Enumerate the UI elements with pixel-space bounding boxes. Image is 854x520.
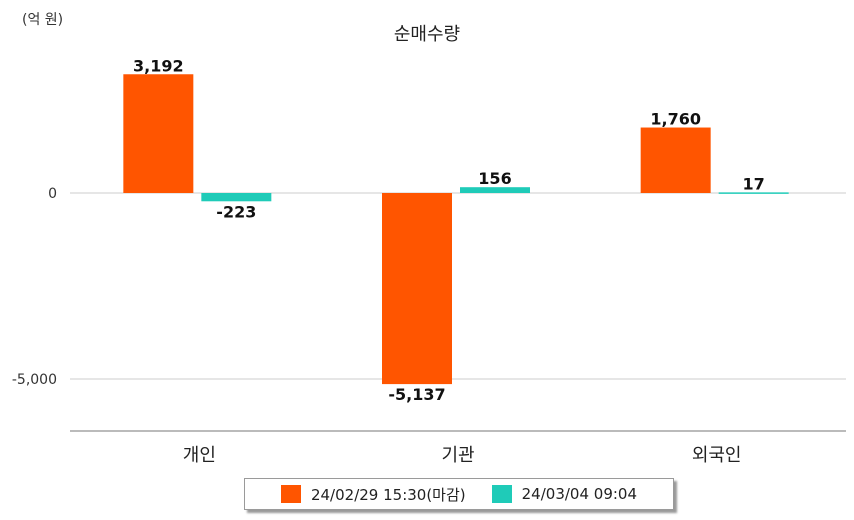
unit-label: (억 원) (22, 12, 64, 28)
x-tick-label: 개인 (183, 445, 216, 466)
x-tick-label: 기관 (441, 445, 474, 466)
y-tick-label: -5,000 (12, 372, 57, 388)
data-label: -5,137 (388, 385, 445, 404)
bar (718, 192, 789, 194)
bar (640, 127, 711, 193)
bar (460, 187, 530, 193)
legend-label-series-1: 24/02/29 15:30(마감) (310, 485, 466, 504)
legend-item-series-2[interactable]: 24/03/04 09:04 (491, 485, 638, 503)
bar (382, 193, 452, 385)
bar (123, 74, 194, 193)
bar (201, 193, 272, 202)
data-label: 17 (743, 174, 765, 193)
y-tick-label: 0 (48, 186, 57, 202)
data-label: -223 (216, 202, 256, 221)
data-label: 3,192 (133, 56, 184, 75)
x-tick-label: 외국인 (692, 445, 742, 466)
legend-label-series-2: 24/03/04 09:04 (521, 485, 638, 503)
legend: 24/02/29 15:30(마감) 24/03/04 09:04 (244, 478, 674, 510)
legend-swatch-series-1 (280, 485, 301, 503)
data-label: 156 (478, 169, 511, 188)
chart-title: 순매수량 (393, 24, 461, 45)
data-label: 1,760 (650, 110, 701, 129)
legend-item-series-1[interactable]: 24/02/29 15:30(마감) (280, 484, 466, 505)
legend-swatch-series-2 (491, 485, 512, 503)
